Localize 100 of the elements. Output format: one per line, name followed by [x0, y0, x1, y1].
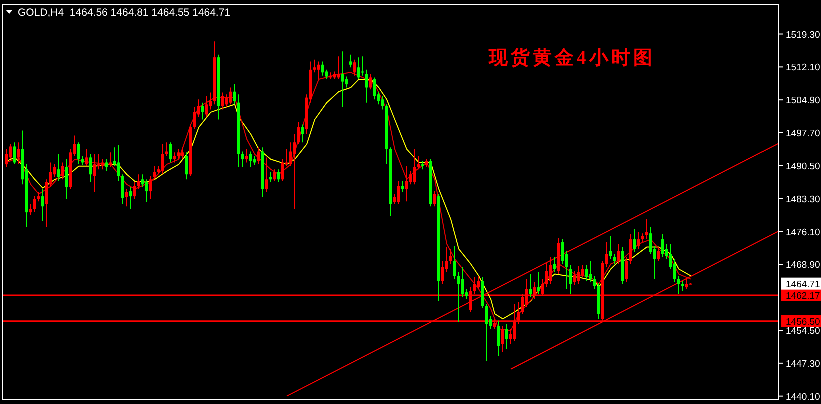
chart-title: GOLD,H4 1464.56 1464.81 1464.55 1464.71 — [18, 7, 231, 19]
candlestick — [278, 169, 280, 183]
candlestick — [230, 87, 232, 106]
y-tick-label: 1490.50 — [786, 161, 820, 172]
candlestick — [90, 154, 92, 183]
candlestick — [442, 260, 444, 285]
candlestick — [122, 174, 124, 205]
candlestick — [662, 234, 664, 258]
candlestick — [162, 144, 164, 176]
candlestick — [618, 244, 620, 265]
candlestick — [402, 180, 404, 193]
y-tick-label: 1519.30 — [786, 30, 820, 41]
candlestick — [322, 61, 324, 76]
candlestick — [298, 122, 300, 145]
candlestick — [410, 170, 412, 186]
candlestick — [366, 69, 368, 104]
candlestick — [210, 92, 212, 110]
candlestick — [530, 274, 532, 298]
candlestick — [42, 188, 44, 222]
candlestick — [550, 256, 552, 285]
candlestick — [142, 174, 144, 188]
candlestick — [94, 154, 96, 193]
candlestick — [34, 196, 36, 214]
text: 现货黄金4小时图 — [488, 47, 656, 69]
candlestick — [102, 159, 104, 170]
candlestick — [154, 166, 156, 180]
candlestick — [62, 162, 64, 180]
y-tick-label: 1512.10 — [786, 62, 820, 74]
candlestick — [398, 180, 400, 205]
candlestick — [546, 262, 548, 288]
candlestick — [434, 191, 436, 208]
candlestick — [462, 266, 464, 298]
candlestick — [326, 69, 328, 80]
candlestick — [418, 156, 420, 170]
candlestick — [478, 276, 480, 290]
candlestick — [254, 156, 256, 166]
candlestick — [226, 94, 228, 108]
text: 1464.71 — [786, 279, 820, 290]
candlestick — [178, 148, 180, 160]
candlestick — [106, 159, 108, 172]
candlestick — [14, 142, 16, 166]
candlestick — [646, 218, 648, 240]
candlestick — [206, 96, 208, 118]
candlestick — [610, 236, 612, 260]
candlestick — [578, 266, 580, 285]
candlestick — [630, 234, 632, 265]
candlestick — [370, 74, 372, 90]
candlestick — [538, 272, 540, 295]
candlestick — [614, 254, 616, 265]
candlestick — [290, 142, 292, 167]
candlestick — [30, 204, 32, 216]
candlestick — [314, 59, 316, 74]
candlestick — [82, 156, 84, 166]
candlestick — [626, 256, 628, 283]
candlestick — [562, 239, 564, 265]
candlestick — [590, 260, 592, 283]
candlestick — [234, 84, 236, 106]
candlestick — [118, 144, 120, 182]
y-tick-label: 1504.90 — [786, 96, 820, 107]
candlestick — [582, 264, 584, 278]
candlestick — [594, 276, 596, 290]
candlestick — [110, 152, 112, 168]
candlestick — [134, 182, 136, 200]
candlestick — [458, 272, 460, 323]
candlestick — [18, 142, 20, 166]
candlestick — [166, 142, 168, 157]
candlestick — [318, 61, 320, 80]
candlestick — [186, 152, 188, 180]
candlestick — [362, 56, 364, 76]
candlestick — [554, 256, 556, 273]
candlestick — [130, 186, 132, 210]
candlestick — [302, 124, 304, 144]
candlestick — [126, 188, 128, 208]
candlestick — [406, 166, 408, 202]
candlestick — [170, 142, 172, 164]
candlestick — [354, 59, 356, 76]
candlestick — [174, 152, 176, 164]
candlestick — [194, 106, 196, 130]
y-tick-label: 1454.50 — [786, 326, 820, 338]
y-tick-label: 1447.30 — [786, 358, 820, 370]
candlestick — [414, 148, 416, 186]
candlestick — [150, 176, 152, 200]
candlestick — [450, 248, 452, 265]
candlestick — [66, 159, 68, 200]
ref-line-label: 1456.50 — [786, 316, 820, 328]
candlestick — [358, 57, 360, 80]
candlestick — [222, 92, 224, 110]
candlestick — [266, 157, 268, 193]
candlestick — [86, 148, 88, 167]
candlestick — [454, 246, 456, 280]
y-tick-label: 1468.90 — [786, 260, 820, 272]
candlestick — [346, 76, 348, 88]
candlestick — [242, 151, 244, 168]
candlestick — [338, 56, 340, 80]
candlestick — [250, 151, 252, 168]
candlestick — [650, 226, 652, 255]
candlestick — [246, 148, 248, 164]
candlestick — [146, 179, 148, 203]
candlestick — [10, 144, 12, 160]
candlestick — [658, 246, 660, 262]
